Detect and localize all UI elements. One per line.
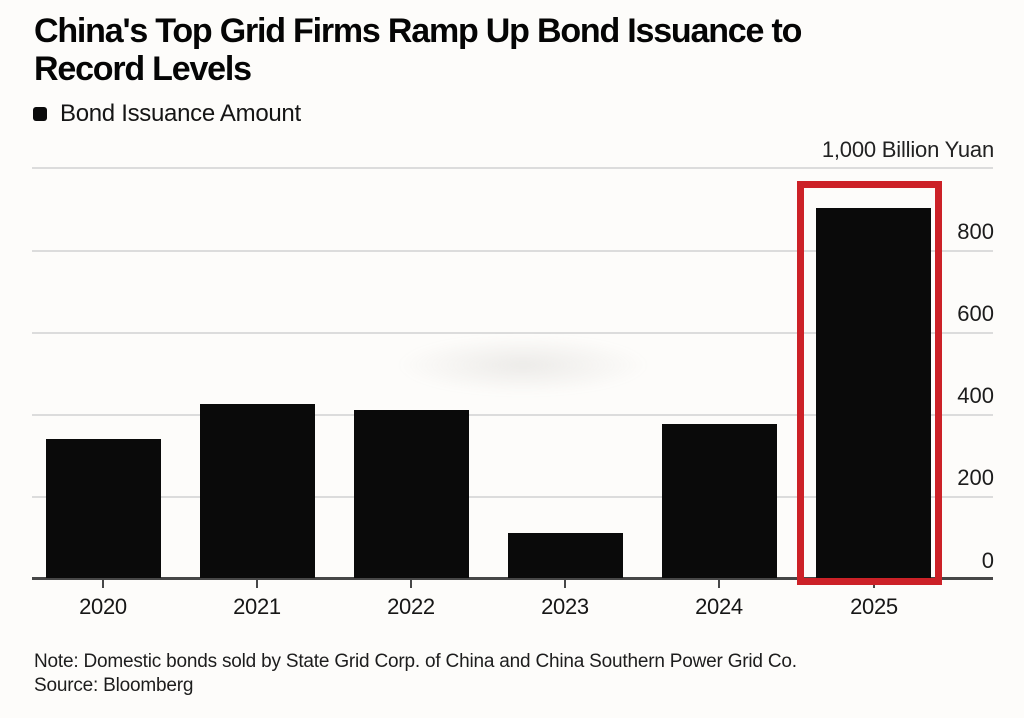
x-tick-label: 2022 — [387, 594, 435, 619]
x-tick-label: 2024 — [695, 594, 743, 619]
x-tick-mark — [718, 577, 720, 588]
bar-2020 — [46, 439, 161, 578]
watermark-smudge — [398, 336, 648, 394]
gridline — [32, 332, 993, 334]
bar-2021 — [200, 404, 315, 578]
x-tick-mark — [102, 577, 104, 588]
x-tick-mark — [410, 577, 412, 588]
y-tick-label: 400 — [957, 383, 994, 408]
x-tick-label: 2020 — [79, 594, 127, 619]
bar-2025 — [816, 208, 931, 578]
y-tick-label: 0 — [981, 548, 994, 573]
bar-2024 — [662, 424, 777, 578]
source-credit: Source: Bloomberg — [34, 675, 194, 696]
bar-2023 — [508, 533, 623, 578]
bar-2022 — [354, 410, 469, 578]
legend-swatch-icon — [33, 107, 47, 121]
x-axis-line — [32, 577, 993, 580]
x-tick-label: 2023 — [541, 594, 589, 619]
gridline — [32, 167, 993, 169]
x-tick-mark — [564, 577, 566, 588]
footnote: Note: Domestic bonds sold by State Grid … — [34, 651, 797, 672]
gridline — [32, 250, 993, 252]
x-tick-mark — [256, 577, 258, 588]
y-tick-label: 200 — [957, 465, 994, 490]
legend-label: Bond Issuance Amount — [60, 100, 301, 127]
legend: Bond Issuance Amount — [33, 100, 301, 128]
gridline — [32, 496, 993, 498]
y-tick-label: 800 — [957, 219, 994, 244]
y-tick-label: 600 — [957, 301, 994, 326]
x-tick-label: 2021 — [233, 594, 281, 619]
y-axis-unit-label: 1,000 Billion Yuan — [821, 137, 994, 162]
gridline — [32, 414, 993, 416]
x-tick-label: 2025 — [850, 594, 898, 619]
highlight-box-2025 — [797, 181, 942, 585]
chart-title: China's Top Grid Firms Ramp Up Bond Issu… — [34, 12, 802, 88]
